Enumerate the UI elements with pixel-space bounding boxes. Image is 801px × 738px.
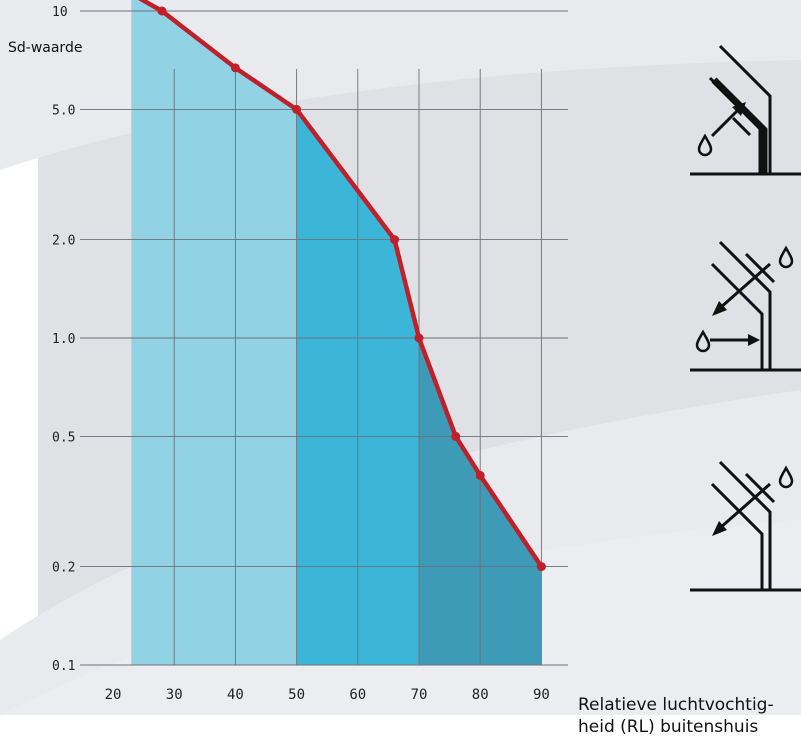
y-tick-label-3: 1.0 [52, 332, 75, 347]
x-tick-label-70: 70 [411, 687, 428, 703]
roof-vapour-barrier-icon [690, 44, 801, 176]
shaded-region-1 [131, 0, 297, 665]
x-tick-label-80: 80 [472, 687, 489, 703]
data-point-8 [536, 562, 546, 572]
y-tick-label-0: 0.1 [52, 659, 75, 674]
y-tick-label-2: 0.5 [52, 430, 75, 445]
x-tick-label-20: 20 [105, 687, 122, 703]
y-tick-label-6: 10 [52, 5, 68, 20]
data-point-3 [292, 104, 302, 114]
x-tick-label-30: 30 [166, 687, 183, 703]
tick-labels: 20 30 40 50 60 70 80 90 0.1 0.2 0.5 1.0 2.0 5.0 10 [52, 5, 550, 703]
y-tick-label-5: 5.0 [52, 103, 75, 118]
y-tick-label-1: 0.2 [52, 561, 75, 576]
roof-outward-diffusion-icon [690, 460, 801, 592]
roof-two-way-diffusion-icon [690, 240, 801, 372]
data-point-6 [451, 431, 461, 441]
data-point-7 [475, 470, 485, 480]
data-point-4 [390, 235, 400, 245]
chart: 20 30 40 50 60 70 80 90 0.1 0.2 0.5 1.0 2.0 5.0 10 [52, 0, 568, 703]
x-axis-label-line-2: heid (RL) buitenshuis [578, 717, 759, 737]
data-point-5 [414, 333, 424, 343]
data-point-2 [230, 63, 240, 73]
y-axis-label: Sd-waarde [8, 40, 83, 56]
x-tick-label-90: 90 [533, 687, 550, 703]
x-axis-label-line-1: Relatieve luchtvochtig- [578, 695, 774, 715]
gridlines [80, 10, 568, 666]
data-point-1 [157, 6, 167, 16]
y-tick-label-4: 2.0 [52, 234, 75, 249]
x-axis-label: Relatieve luchtvochtig- heid (RL) buiten… [578, 694, 801, 738]
x-tick-label-50: 50 [288, 687, 305, 703]
x-tick-label-60: 60 [349, 687, 366, 703]
x-tick-label-40: 40 [227, 687, 244, 703]
series-layer [138, 0, 546, 572]
